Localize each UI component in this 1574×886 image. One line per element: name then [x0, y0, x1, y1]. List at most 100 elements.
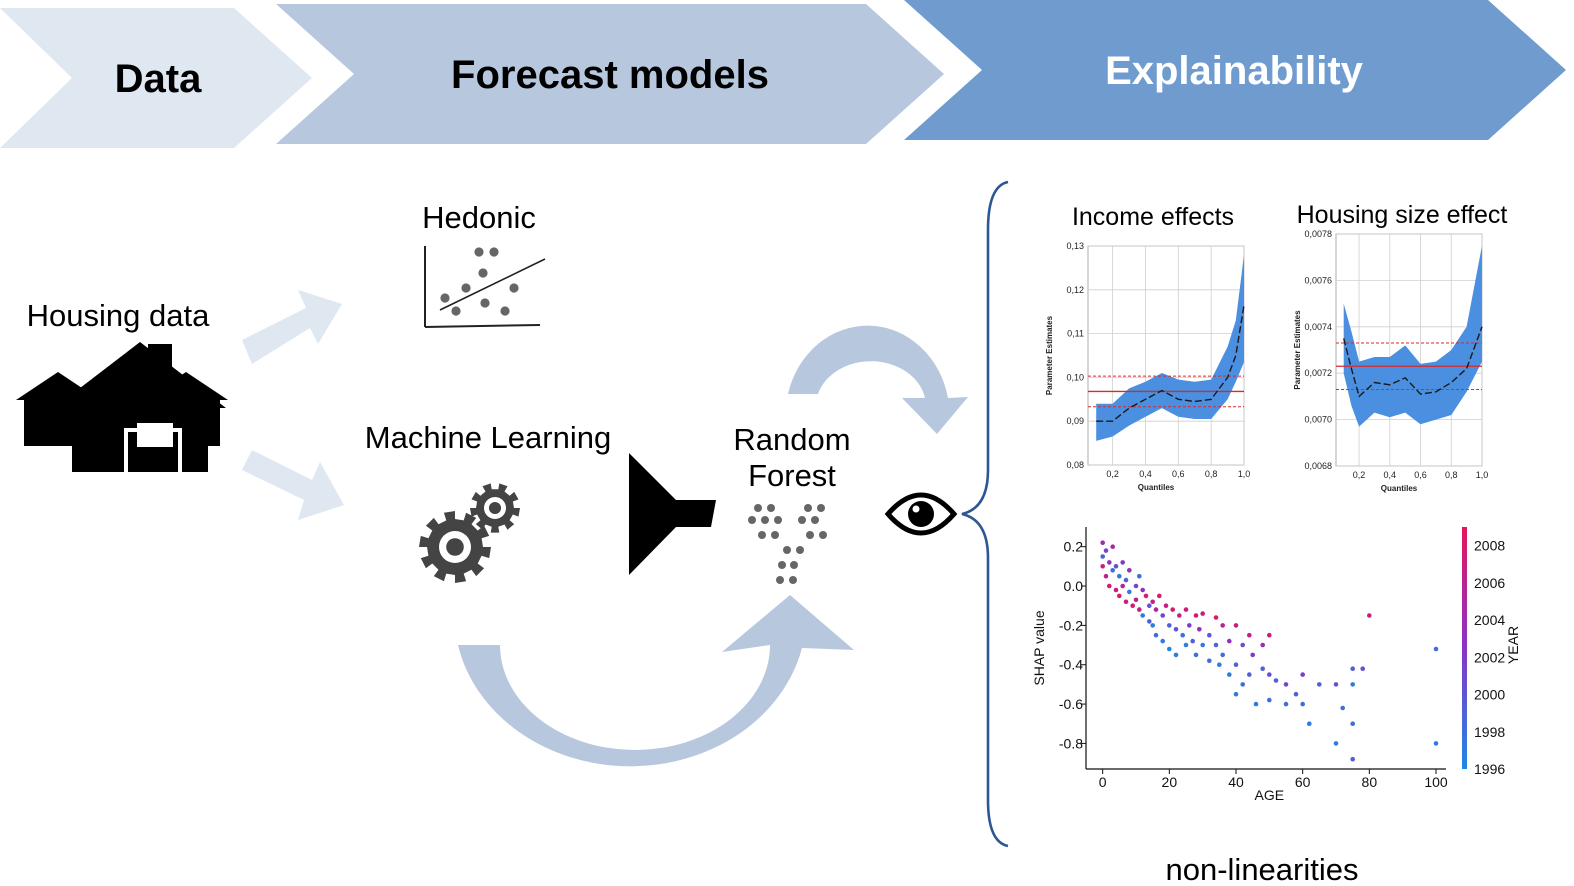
x-axis-label: AGE — [1255, 787, 1285, 803]
scatter-point — [1137, 607, 1142, 612]
scatter-point — [1247, 632, 1252, 638]
colorbar-tick-label: 1998 — [1474, 724, 1505, 740]
scatter-point — [1197, 627, 1202, 632]
y-tick-label: 0,08 — [1066, 460, 1084, 470]
funnel-icon — [629, 453, 716, 575]
stage-forecast-label: Forecast models — [451, 53, 769, 97]
y-tick-label: -0.4 — [1059, 657, 1083, 673]
y-tick-label: 0.2 — [1064, 539, 1084, 555]
y-tick-label: 0,12 — [1066, 285, 1084, 295]
gears-icon — [419, 483, 520, 583]
scatter-point — [1250, 652, 1255, 658]
scatter-point — [1227, 638, 1232, 644]
stage-explainability: Explainability — [904, 0, 1566, 140]
stage-data-label: Data — [115, 57, 202, 101]
y-tick-label: 0,0076 — [1304, 275, 1332, 285]
y-axis-label: Parameter Estimates — [1045, 315, 1054, 395]
y-tick-label: 0,0078 — [1304, 229, 1332, 239]
scatter-point — [1283, 701, 1289, 707]
tree-dots-icon — [748, 504, 827, 584]
scatter-point — [1307, 721, 1312, 726]
scatter-point — [1100, 564, 1105, 569]
scatter-point — [1173, 627, 1179, 632]
scatter-point — [1267, 697, 1272, 703]
x-tick-label: 0,6 — [1414, 470, 1427, 480]
colorbar-tick-label: 2006 — [1474, 575, 1505, 591]
estimate-line — [1096, 304, 1245, 422]
colorbar-tick-label: 1996 — [1474, 761, 1505, 777]
scatter-point — [1333, 682, 1339, 687]
scatter-point — [1200, 642, 1205, 648]
x-axis-label: Quantiles — [1381, 484, 1418, 493]
scatter-point — [1110, 568, 1115, 573]
scatter-point — [1240, 682, 1245, 687]
scatter-point — [1127, 568, 1132, 573]
scatter-point — [1100, 554, 1105, 559]
housing-size-chart: 0,2 0,4 0,6 0,8 1,0 0,0068 0,0070 0,0072 0,0074 0… — [1293, 229, 1488, 493]
y-tick-label: -0.2 — [1059, 617, 1083, 633]
scatter-point — [1150, 599, 1155, 605]
x-tick-label: 1,0 — [1476, 470, 1489, 480]
scatter-point — [1220, 623, 1225, 628]
x-axis-label: Quantiles — [1138, 483, 1175, 492]
scatter-point — [1153, 632, 1159, 638]
scatter-point — [1117, 573, 1122, 579]
scatter-point — [1167, 623, 1172, 628]
scatter-point — [1247, 672, 1252, 677]
colorbar-tick-label: 2002 — [1474, 649, 1505, 665]
scatter-point — [1227, 672, 1232, 677]
colorbar-tick-label: 2004 — [1474, 612, 1505, 628]
scatter-point — [1133, 597, 1139, 603]
small-curved-arrow — [788, 325, 968, 434]
scatter-point — [1233, 623, 1239, 628]
y-tick-label: 0,10 — [1066, 372, 1084, 382]
scatter-point — [1260, 666, 1265, 671]
hedonic-label: Hedonic — [422, 200, 536, 235]
stage-data: Data — [0, 8, 312, 148]
house-icon — [16, 342, 228, 472]
scatter-point — [1350, 666, 1355, 671]
stage-forecast-models: Forecast models — [276, 4, 944, 144]
x-tick-label: 1,0 — [1238, 469, 1251, 479]
y-tick-label: -0.8 — [1059, 735, 1083, 751]
scatter-point — [1187, 623, 1192, 628]
arrow-to-ml — [242, 450, 344, 520]
x-tick-label: 0,8 — [1445, 470, 1458, 480]
x-tick-label: 80 — [1362, 774, 1378, 790]
scatter-point — [1163, 603, 1169, 608]
shap-dependence-chart: 0 20 40 60 80 100 0.2 0.0 -0.2 -0.4 -0.6 -0.8 AGE SHA… — [1031, 527, 1521, 803]
y-tick-label: 0,0072 — [1304, 368, 1332, 378]
x-tick-label: 0,2 — [1106, 469, 1119, 479]
scatter-point — [1147, 603, 1152, 608]
confidence-band — [1096, 254, 1244, 441]
scatter-point — [1350, 721, 1355, 726]
curly-brace-icon — [961, 180, 1009, 848]
scatter-point — [1233, 662, 1239, 667]
scatter-point — [1433, 741, 1439, 746]
x-tick-label: 0,4 — [1384, 470, 1397, 480]
scatter-point — [1360, 666, 1365, 671]
scatter-point — [1107, 583, 1112, 589]
scatter-point — [1207, 632, 1212, 638]
scatter-point — [1317, 682, 1322, 687]
scatter-point — [1167, 646, 1172, 652]
x-tick-label: 0,8 — [1205, 469, 1218, 479]
scatter-point — [1133, 583, 1139, 589]
y-tick-label: -0.6 — [1059, 696, 1083, 712]
gear-large-hub — [446, 538, 464, 556]
scatter-point — [1123, 599, 1129, 605]
scatter-point — [1283, 682, 1289, 687]
stage-explainability-label: Explainability — [1105, 49, 1364, 93]
x-tick-label: 0,6 — [1172, 469, 1185, 479]
scatter-point — [1260, 642, 1265, 648]
scatter-point — [1170, 607, 1175, 612]
x-tick-label: 100 — [1424, 774, 1448, 790]
gear-small-hub — [488, 501, 502, 515]
scatter-plot-icon — [424, 246, 546, 328]
scatter-point — [1267, 672, 1272, 677]
housing-data-label: Housing data — [27, 298, 210, 333]
scatter-point — [1183, 642, 1189, 648]
colorbar-label: YEAR — [1505, 626, 1521, 664]
scatter-point — [1120, 583, 1125, 589]
scatter-point — [1113, 564, 1119, 569]
